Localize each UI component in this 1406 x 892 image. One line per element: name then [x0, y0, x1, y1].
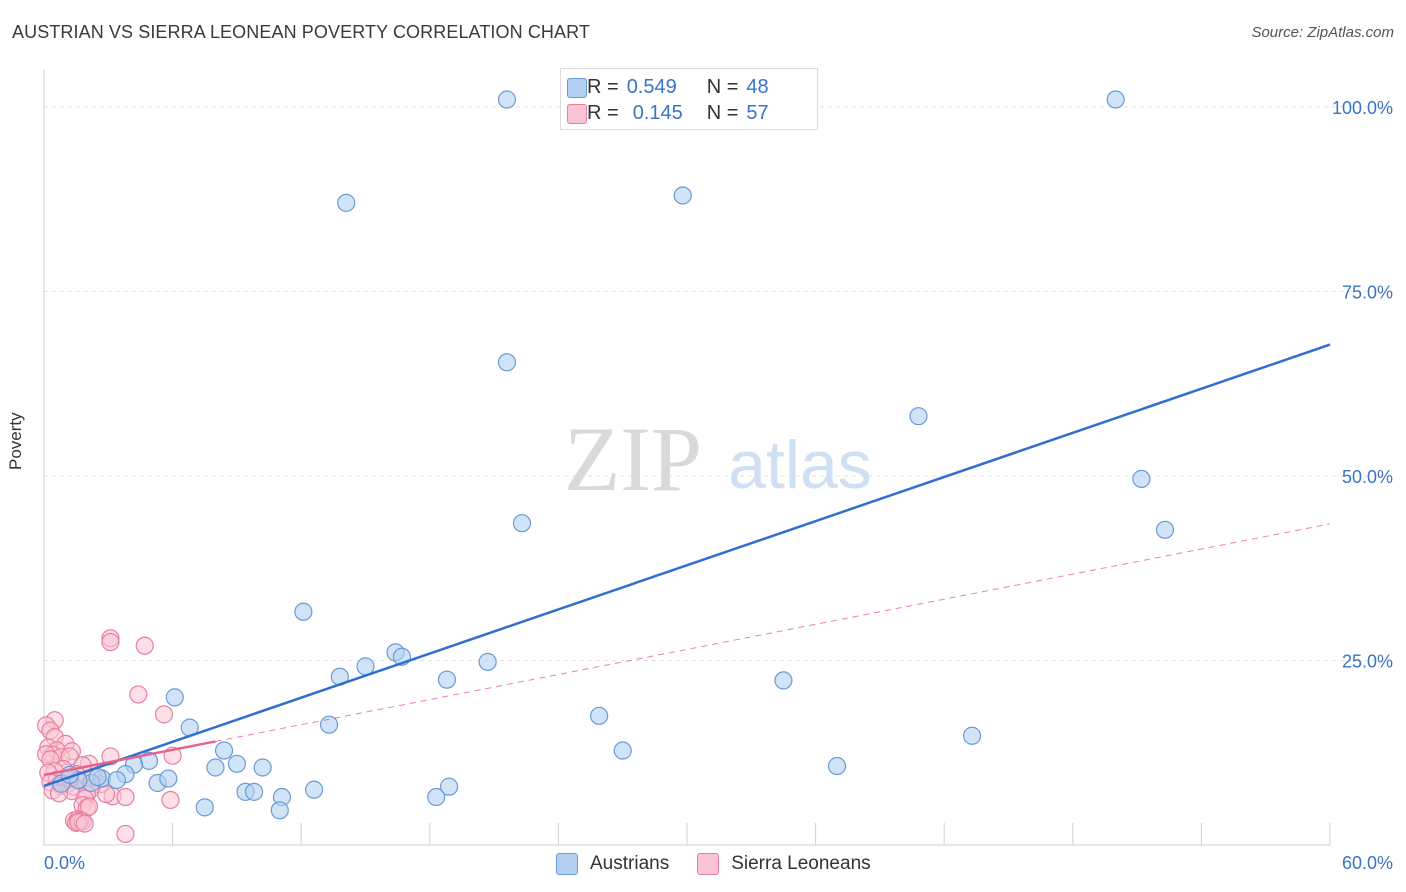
data-point-sierra-leonean [129, 685, 148, 704]
sierra-leonean-points [37, 629, 182, 844]
data-point-austrian [427, 787, 446, 807]
legend-n-value: 57 [746, 101, 769, 124]
y-tick-label: 25.0% [1342, 651, 1393, 671]
data-point-austrian [673, 186, 692, 205]
legend-r-label: R = [587, 75, 619, 98]
data-point-austrian [1155, 520, 1175, 539]
data-point-sierra-leonean [116, 824, 135, 844]
watermark: ZIP atlas [564, 408, 872, 510]
watermark-zip: ZIP [564, 408, 702, 510]
source-label: Source: ZipAtlas.com [1251, 24, 1394, 41]
trend-lines [43, 343, 1331, 788]
legend-r-value: 0.145 [632, 101, 683, 124]
y-axis-label: Poverty [6, 412, 25, 470]
data-point-austrian [512, 514, 532, 533]
trend-line-sierra-leoneans-solid [43, 740, 216, 777]
data-point-austrian [253, 758, 272, 777]
grid-lines [44, 106, 1390, 661]
data-point-austrian [439, 777, 459, 796]
legend-row-sierra-leoneans: R = 0.145 N = 57 [567, 101, 769, 125]
data-point-austrian [1106, 90, 1125, 109]
data-point-austrian [497, 90, 517, 109]
legend-swatch-austrians [567, 78, 587, 98]
data-point-sierra-leonean [135, 636, 154, 655]
data-point-austrian [304, 780, 324, 799]
y-tick-label: 50.0% [1342, 467, 1393, 487]
legend-item-sierra-leoneans[interactable]: Sierra Leoneans [697, 853, 871, 875]
data-point-sierra-leonean [101, 632, 120, 652]
tick-labels: 25.0% 50.0% 75.0% 100.0% 0.0% 60.0% [44, 98, 1393, 873]
data-point-austrian [244, 782, 264, 801]
data-point-austrian [774, 671, 793, 690]
y-tick-label: 100.0% [1332, 98, 1393, 118]
data-point-austrian [294, 602, 313, 621]
legend-item-austrians[interactable]: Austrians [556, 853, 669, 875]
data-point-austrian [227, 754, 246, 773]
data-point-austrian [1132, 469, 1151, 489]
austrian-points [52, 90, 1175, 820]
legend-swatch-sierra-leoneans [697, 853, 720, 875]
data-point-sierra-leonean [116, 787, 135, 807]
legend-label-sierra-leoneans: Sierra Leoneans [731, 853, 871, 874]
data-point-austrian [319, 715, 339, 734]
legend-r-value: 0.549 [626, 75, 677, 98]
data-point-sierra-leonean [161, 790, 180, 810]
legend-swatch-sierra-leoneans [567, 104, 587, 124]
data-point-austrian [497, 353, 517, 372]
data-point-austrian [437, 670, 457, 689]
data-point-austrian [206, 758, 225, 777]
data-point-sierra-leonean [154, 705, 174, 724]
data-point-austrian [590, 706, 609, 725]
data-point-austrian [827, 756, 847, 776]
data-point-austrian [962, 726, 982, 745]
legend-n-label: N = [706, 101, 739, 124]
series-legend: Austrians Sierra Leoneans [556, 852, 899, 876]
trend-line-austrians [43, 343, 1331, 788]
legend-r-label: R = [587, 101, 619, 124]
legend-row-austrians: R = 0.549 N = 48 [567, 75, 769, 99]
chart-title: AUSTRIAN VS SIERRA LEONEAN POVERTY CORRE… [12, 22, 591, 42]
watermark-atlas: atlas [728, 427, 872, 503]
data-point-austrian [195, 798, 214, 817]
data-point-austrian [107, 770, 126, 790]
legend-label-austrians: Austrians [590, 853, 670, 874]
data-point-austrian [159, 769, 178, 788]
data-point-austrian [478, 652, 497, 672]
data-point-austrian [909, 407, 928, 426]
data-point-sierra-leonean [75, 814, 94, 833]
data-point-austrian [88, 767, 107, 787]
axes [43, 70, 1331, 846]
trend-line-sierra-leoneans-dashed [215, 523, 1331, 742]
x-tick-label-min: 0.0% [44, 853, 85, 873]
data-point-austrian [337, 193, 356, 212]
data-point-austrian [165, 688, 184, 707]
data-point-austrian [613, 741, 632, 760]
data-point-austrian [214, 741, 234, 760]
legend-n-label: N = [706, 75, 739, 98]
data-point-austrian [270, 801, 289, 820]
y-tick-label: 75.0% [1342, 282, 1393, 302]
legend-swatch-austrians [556, 853, 578, 875]
data-point-sierra-leonean [97, 784, 116, 804]
correlation-legend: R = 0.549 N = 48 R = 0.145 N = 57 [560, 68, 818, 130]
x-tick-label-max: 60.0% [1342, 853, 1393, 873]
legend-n-value: 48 [746, 75, 769, 98]
